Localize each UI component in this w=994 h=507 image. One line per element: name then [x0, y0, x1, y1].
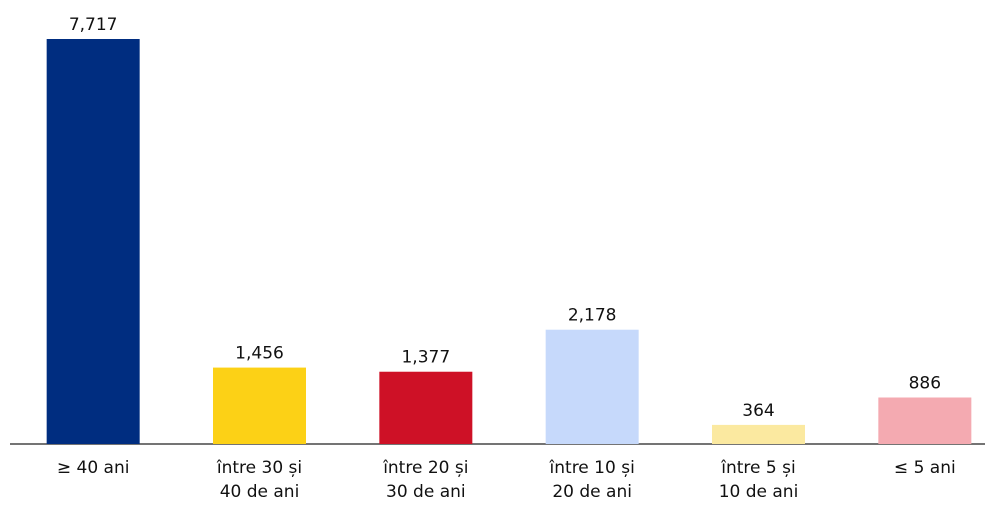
x-tick-label: între 20 și	[382, 458, 468, 478]
x-tick-label: ≤ 5 ani	[894, 458, 956, 478]
x-tick-label: ≥ 40 ani	[57, 458, 130, 478]
x-tick-label: 10 de ani	[719, 482, 799, 502]
x-tick-label: între 30 și	[216, 458, 302, 478]
value-label: 2,178	[568, 306, 617, 326]
bar	[545, 329, 639, 444]
bar	[878, 397, 972, 444]
value-label: 886	[909, 374, 941, 394]
x-tick-label: 40 de ani	[220, 482, 300, 502]
bar	[46, 39, 140, 444]
bar	[213, 367, 306, 444]
x-tick-label: între 5 și	[720, 458, 795, 478]
x-tick-label: între 10 și	[549, 458, 635, 478]
bar	[712, 424, 805, 444]
bar	[379, 371, 473, 444]
value-label: 7,717	[69, 15, 118, 35]
x-tick-label: 30 de ani	[386, 482, 466, 502]
value-label: 364	[742, 401, 774, 421]
x-tick-label: 20 de ani	[552, 482, 632, 502]
value-label: 1,456	[235, 344, 284, 364]
value-label: 1,377	[401, 348, 450, 368]
